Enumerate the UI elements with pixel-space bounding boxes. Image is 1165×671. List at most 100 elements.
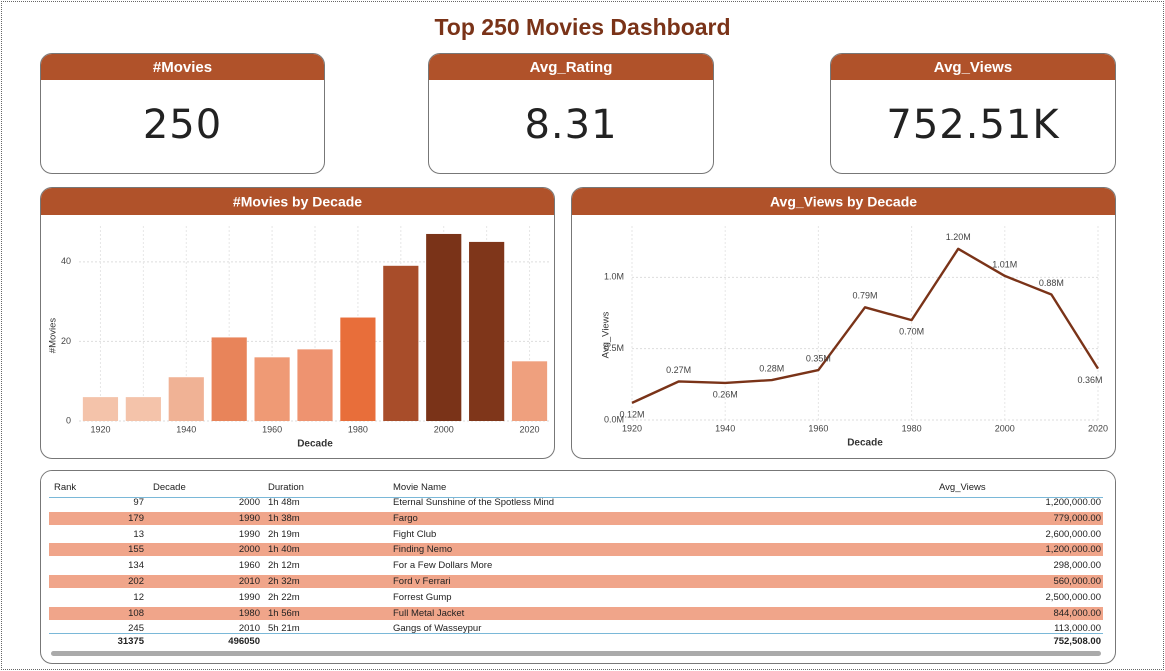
table-header-bg bbox=[41, 471, 1115, 497]
table-row bbox=[49, 575, 1103, 588]
table-header-line bbox=[49, 497, 1103, 498]
table-cell: 2,500,000.00 bbox=[1045, 591, 1101, 603]
table-row bbox=[49, 559, 1103, 572]
column-header: Duration bbox=[268, 482, 304, 493]
bar bbox=[426, 233, 462, 421]
data-label: 0.79M bbox=[852, 291, 877, 301]
total-line bbox=[49, 633, 1103, 634]
table-cell: Full Metal Jacket bbox=[393, 607, 465, 619]
scrollbar bbox=[51, 651, 1101, 656]
chart-title: #Movies by Decade bbox=[233, 194, 362, 210]
column-header: Decade bbox=[153, 482, 186, 493]
data-label: 0.12M bbox=[619, 409, 644, 419]
chart: Avg_Views by Decade 0.0M 0.5M 1.0M Avg_Views… bbox=[572, 188, 1115, 449]
bar bbox=[383, 265, 419, 421]
kpi-card: Avg_Rating 8.31 bbox=[428, 53, 714, 174]
table-cell: Ford v Ferrari bbox=[393, 576, 451, 587]
table-cell: Gangs of Wasseypur bbox=[393, 623, 482, 635]
table-row bbox=[49, 543, 1103, 557]
table-cell: 5h 21m bbox=[268, 623, 300, 635]
data-label: 1.20M bbox=[946, 232, 971, 242]
y-axis-label: #Movies bbox=[48, 318, 59, 354]
table-card: 97 2000 1h 48m Eternal Sunshine of the Spot… bbox=[40, 470, 1116, 664]
x-tick-label: 1920 bbox=[622, 423, 642, 433]
table-cell: Fight Club bbox=[393, 528, 437, 540]
y-tick-label: 0.0M bbox=[604, 414, 624, 424]
total-cell: 496050 bbox=[228, 636, 260, 647]
column-header: Movie Name bbox=[393, 482, 447, 493]
kpi-label: #Movies bbox=[41, 54, 324, 80]
table-cell: 1h 48m bbox=[268, 497, 300, 508]
kpi-card: Avg_Views 752.51K bbox=[830, 53, 1116, 174]
table-cell: 2h 22m bbox=[268, 591, 300, 603]
data-label: 1.01M bbox=[992, 259, 1017, 269]
chart-card: #Movies by Decade 0 20 40 #Movies Decade 1920 1… bbox=[40, 187, 555, 459]
dashboard-title: Top 250 Movies Dashboard bbox=[434, 14, 731, 40]
table-cell: 1,200,000.00 bbox=[1045, 544, 1101, 556]
table-cell: Forrest Gump bbox=[393, 591, 452, 603]
column-header: Avg_Views bbox=[939, 482, 986, 493]
bar bbox=[340, 317, 376, 421]
data-label: 0.88M bbox=[1039, 278, 1064, 288]
table-cell: 1h 40m bbox=[268, 544, 300, 556]
table-cell: 1980 bbox=[238, 607, 260, 619]
table-cell: 202 bbox=[128, 576, 144, 587]
table-cell: 1990 bbox=[238, 591, 260, 603]
x-tick-label: 2000 bbox=[995, 423, 1015, 433]
x-tick-label: 1920 bbox=[90, 424, 110, 434]
chart-title: Avg_Views by Decade bbox=[770, 194, 917, 210]
y-axis-label: Avg_Views bbox=[601, 311, 612, 358]
y-tick-label: 0 bbox=[66, 415, 71, 425]
y-tick-label: 0.5M bbox=[604, 343, 624, 353]
table-cell: 2010 bbox=[238, 623, 260, 635]
x-tick-label: 1940 bbox=[176, 424, 196, 434]
table-cell: Finding Nemo bbox=[393, 544, 453, 556]
table-cell: 844,000.00 bbox=[1053, 607, 1101, 619]
y-tick-label: 20 bbox=[61, 336, 71, 346]
data-label: 0.70M bbox=[899, 327, 924, 337]
table-cell: 179 bbox=[128, 512, 144, 524]
x-tick-label: 2020 bbox=[1088, 423, 1108, 433]
table-cell: 12 bbox=[133, 591, 144, 603]
table-cell: 2h 32m bbox=[268, 576, 300, 587]
x-axis-label: Decade bbox=[297, 439, 333, 450]
kpi-card: #Movies 250 bbox=[40, 53, 325, 174]
table-cell: Fargo bbox=[393, 512, 418, 524]
table-cell: 2000 bbox=[238, 544, 260, 556]
kpi-label: Avg_Views bbox=[831, 54, 1115, 80]
table-cell: For a Few Dollars More bbox=[393, 560, 493, 572]
table-cell: 2010 bbox=[238, 576, 260, 587]
bar bbox=[254, 357, 290, 421]
data-label: 0.36M bbox=[1077, 375, 1102, 385]
x-axis-label: Decade bbox=[847, 438, 883, 449]
x-tick-label: 1960 bbox=[808, 423, 828, 433]
table-cell: 108 bbox=[128, 607, 144, 619]
table-cell: 2h 12m bbox=[268, 560, 300, 572]
chart: #Movies by Decade 0 20 40 #Movies Decade 1920 1… bbox=[41, 188, 554, 450]
table-cell: 1h 56m bbox=[268, 607, 300, 619]
table-cell: 13 bbox=[133, 528, 144, 540]
line bbox=[631, 247, 1100, 404]
bar bbox=[297, 349, 333, 421]
data-label: 0.27M bbox=[666, 365, 691, 375]
column-header: Rank bbox=[54, 482, 77, 493]
table-cell: 1,200,000.00 bbox=[1045, 497, 1101, 508]
total-cell: 31375 bbox=[117, 636, 144, 647]
bar bbox=[211, 337, 247, 421]
x-tick-label: 2000 bbox=[434, 424, 454, 434]
table-cell: 2000 bbox=[238, 497, 260, 508]
chart-header bbox=[572, 188, 1115, 215]
table-cell: 155 bbox=[128, 544, 144, 556]
table-cell: 134 bbox=[128, 560, 144, 572]
bar bbox=[469, 241, 505, 421]
table-cell: 298,000.00 bbox=[1053, 560, 1101, 572]
table-row bbox=[49, 511, 1103, 525]
kpi-value: 250 bbox=[142, 102, 223, 148]
data-label: 0.35M bbox=[806, 353, 831, 363]
x-tick-label: 1980 bbox=[348, 424, 368, 434]
table-row bbox=[49, 606, 1103, 620]
table-cell: 2,600,000.00 bbox=[1045, 528, 1101, 540]
x-tick-label: 1940 bbox=[715, 423, 735, 433]
kpi-label: Avg_Rating bbox=[429, 54, 713, 80]
kpi-value: 752.51K bbox=[886, 102, 1060, 148]
